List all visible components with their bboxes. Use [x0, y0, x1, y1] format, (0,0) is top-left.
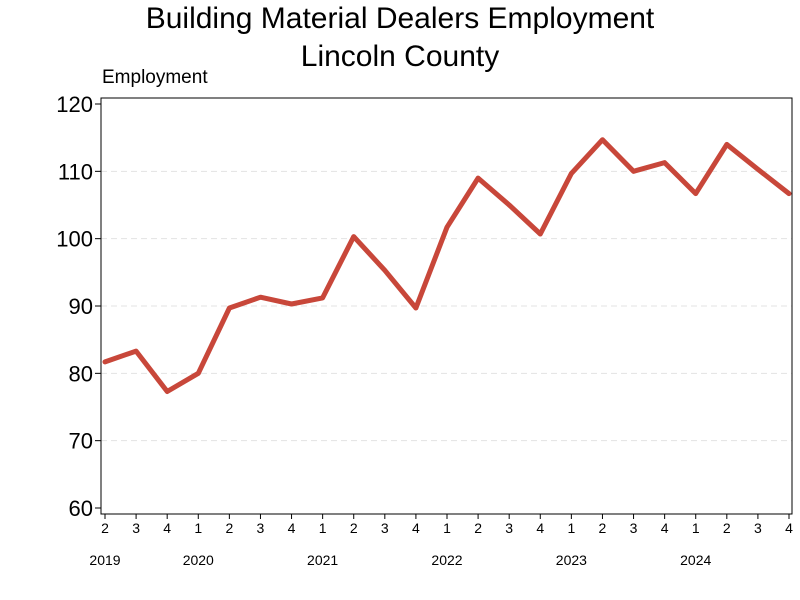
x-year-label: 2020 [183, 552, 214, 568]
series-line [102, 137, 792, 394]
data-point [382, 268, 388, 273]
x-tick-label: 1 [194, 520, 202, 536]
x-tick-label: 1 [692, 520, 700, 536]
x-year-label: 2019 [89, 552, 120, 568]
y-tick-label: 120 [56, 92, 93, 117]
chart-subtitle: Lincoln County [300, 40, 500, 73]
data-point [196, 371, 201, 376]
data-point [320, 295, 325, 301]
data-point [351, 234, 356, 239]
data-point [164, 389, 170, 394]
x-tick-label: 3 [381, 520, 389, 536]
x-tick-label: 3 [257, 520, 265, 536]
data-point [569, 171, 574, 176]
data-point [506, 202, 512, 208]
chart-title: Building Material Dealers Employment [145, 2, 655, 35]
data-point [133, 348, 139, 354]
x-year-label: 2021 [307, 552, 338, 568]
data-point [444, 225, 450, 230]
data-point [662, 160, 667, 165]
data-point [786, 191, 792, 196]
x-tick-label: 1 [319, 520, 327, 536]
y-axis-label: Employment [102, 67, 208, 88]
x-tick-label: 2 [474, 520, 482, 536]
data-point [724, 142, 730, 147]
data-point [475, 175, 481, 181]
data-point [538, 231, 543, 237]
x-tick-label: 2 [599, 520, 607, 536]
x-tick-label: 3 [505, 520, 513, 536]
data-point [413, 305, 419, 311]
x-tick-label: 3 [630, 520, 638, 536]
x-tick-label: 2 [225, 520, 233, 536]
x-tick-label: 4 [536, 520, 544, 536]
x-tick-label: 3 [754, 520, 762, 536]
x-tick-label: 1 [567, 520, 575, 536]
x-tick-label: 4 [288, 520, 296, 536]
data-point [227, 305, 232, 311]
x-tick-label: 2 [350, 520, 358, 536]
x-year-label: 2023 [556, 552, 587, 568]
x-tick-label: 2 [723, 520, 731, 536]
x-tick-label: 4 [412, 520, 420, 536]
y-tick-label: 80 [69, 361, 93, 386]
y-tick-label: 90 [69, 294, 93, 319]
x-tick-label: 4 [785, 520, 793, 536]
data-point [289, 301, 294, 307]
x-tick-label: 1 [443, 520, 451, 536]
x-tick-label: 4 [163, 520, 171, 536]
y-tick-label: 110 [58, 159, 93, 184]
y-tick-label: 70 [69, 429, 93, 454]
data-point [258, 295, 263, 300]
data-point [102, 359, 108, 365]
x-year-label: 2024 [680, 552, 711, 568]
data-point [755, 167, 761, 172]
data-point [693, 191, 698, 196]
x-tick-label: 4 [661, 520, 669, 536]
y-tick-label: 100 [56, 227, 93, 252]
x-tick-label: 3 [132, 520, 140, 536]
data-point [600, 137, 605, 142]
x-tick-label: 2 [101, 520, 109, 536]
data-point [631, 169, 636, 174]
y-tick-label: 60 [69, 496, 93, 521]
x-year-label: 2022 [431, 552, 462, 568]
